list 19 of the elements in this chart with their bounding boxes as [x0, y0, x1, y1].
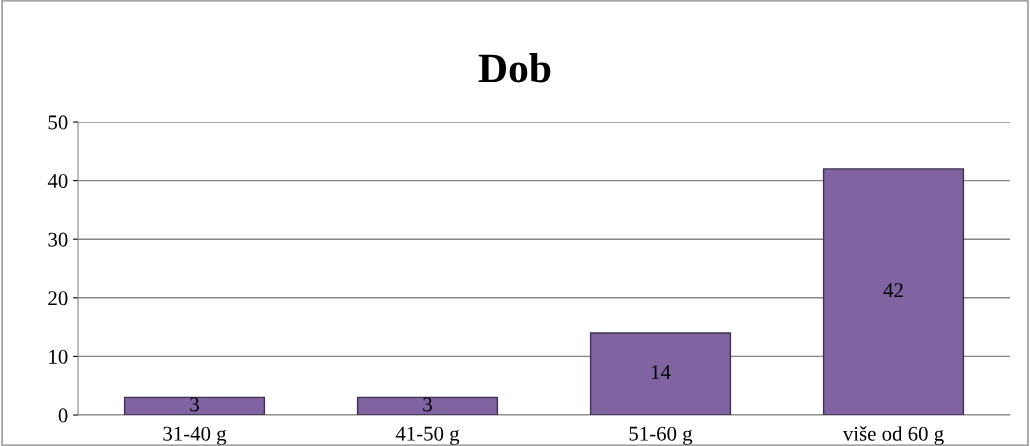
x-tick-label: 51-60 g — [629, 426, 693, 445]
chart-title: Dob — [478, 53, 551, 83]
data-label: 3 — [423, 397, 432, 412]
bar — [356, 396, 499, 415]
x-tick-label: 31-40 g — [163, 426, 227, 445]
data-label: 3 — [190, 397, 199, 412]
y-tick-label: 10 — [49, 349, 68, 364]
x-tick-label: 41-50 g — [395, 426, 460, 445]
data-label: 42 — [883, 283, 903, 297]
bar — [822, 168, 965, 415]
y-tick-label: 40 — [47, 173, 68, 189]
y-tick-label: 50 — [48, 115, 68, 130]
bar — [589, 332, 732, 415]
y-tick-label: 0 — [58, 408, 68, 423]
y-tick-label: 30 — [48, 232, 68, 247]
data-label: 14 — [651, 365, 671, 379]
bar — [123, 396, 266, 415]
y-tick-label: 20 — [48, 291, 68, 306]
x-tick-label: više od 60 g — [842, 426, 944, 446]
